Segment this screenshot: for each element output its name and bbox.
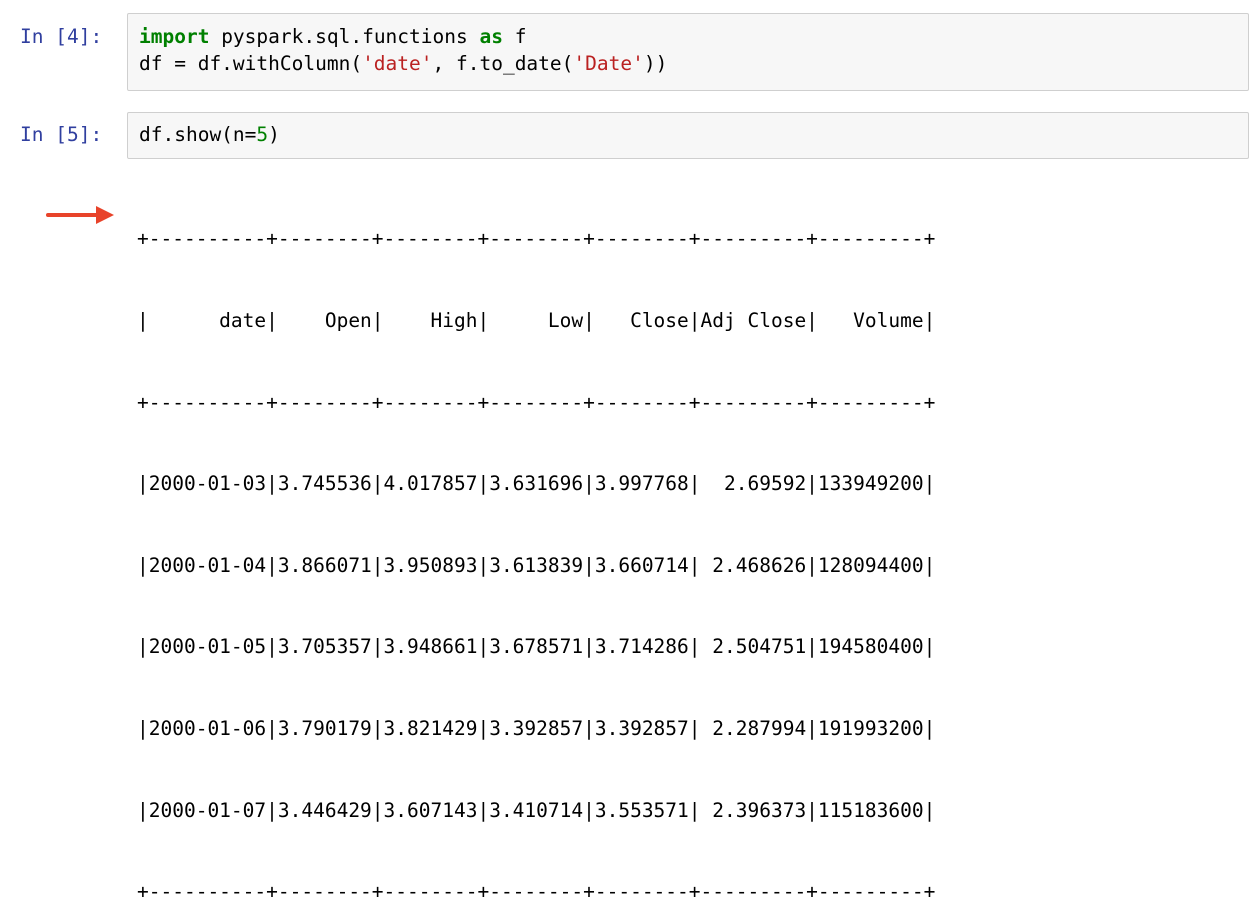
- code-text: f: [502, 25, 527, 48]
- code-cell-4[interactable]: In [4]: import pyspark.sql.functions as …: [0, 0, 1258, 100]
- code-text: ): [268, 123, 280, 146]
- table-row: |2000-01-05|3.705357|3.948661|3.678571|3…: [137, 635, 936, 659]
- keyword: as: [479, 25, 503, 48]
- keyword: import: [139, 25, 210, 48]
- string-literal: 'date': [362, 52, 433, 75]
- table-border: +----------+--------+--------+--------+-…: [137, 390, 936, 414]
- table-header: | date| Open| High| Low| Close|Adj Close…: [137, 309, 936, 332]
- code-line: import pyspark.sql.functions as f: [139, 24, 526, 50]
- table-border: +----------+--------+--------+--------+-…: [137, 880, 936, 904]
- code-line: df = df.withColumn('date', f.to_date('Da…: [139, 51, 667, 77]
- code-text: pyspark.sql.functions: [209, 25, 480, 48]
- table-border: +----------+--------+--------+--------+-…: [137, 227, 936, 251]
- input-prompt: In [4]:: [20, 25, 103, 48]
- cell-output: +----------+--------+--------+--------+-…: [137, 171, 935, 904]
- number-literal: 5: [256, 123, 269, 146]
- code-input-area[interactable]: import pyspark.sql.functions as f df = d…: [127, 13, 1249, 91]
- code-cell-5[interactable]: In [5]: df.show(n=5): [0, 110, 1258, 170]
- code-text: df.show(n=: [139, 123, 257, 146]
- table-row: |2000-01-03|3.745536|4.017857|3.631696|3…: [137, 472, 936, 496]
- code-line: df.show(n=5): [139, 122, 280, 148]
- string-literal: 'Date': [573, 52, 644, 75]
- table-row: |2000-01-06|3.790179|3.821429|3.392857|3…: [137, 716, 936, 740]
- code-input-area[interactable]: df.show(n=5): [127, 112, 1249, 159]
- input-prompt: In [5]:: [20, 123, 103, 146]
- right-arrow-icon: [46, 206, 114, 224]
- table-row: |2000-01-07|3.446429|3.607143|3.410714|3…: [137, 798, 936, 822]
- code-text: )): [643, 52, 668, 75]
- table-row: |2000-01-04|3.866071|3.950893|3.613839|3…: [137, 553, 936, 577]
- code-text: , f.to_date(: [432, 52, 574, 75]
- code-text: df = df.withColumn(: [139, 52, 363, 75]
